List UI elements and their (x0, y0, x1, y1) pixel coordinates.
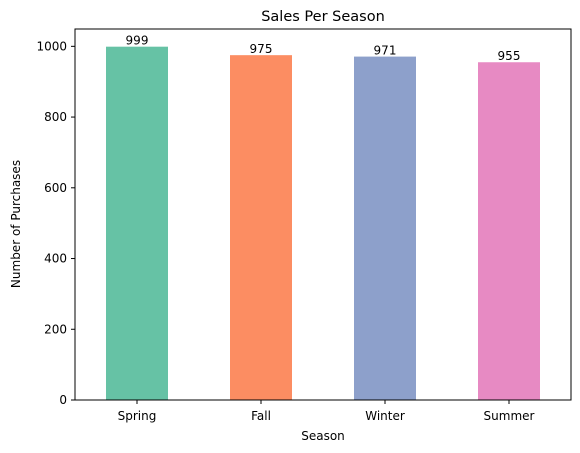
data-label-summer: 955 (498, 49, 521, 63)
bar-summer (478, 62, 540, 400)
data-label-winter: 971 (374, 44, 397, 58)
data-label-fall: 975 (250, 42, 273, 56)
bars-group (106, 46, 540, 401)
y-tick-label-800: 800 (44, 110, 67, 124)
x-tick-label-spring: Spring (118, 409, 157, 423)
data-labels-group: 999 975 971 955 (126, 34, 521, 64)
bar-fall (230, 55, 292, 400)
plot-frame (74, 28, 572, 401)
x-tick-label-winter: Winter (365, 409, 405, 423)
y-tick-label-400: 400 (44, 252, 67, 266)
x-axis-label: Season (301, 429, 345, 443)
y-tick-label-1000: 1000 (36, 39, 67, 53)
x-axis: Spring Fall Winter Summer (118, 400, 535, 423)
chart-title: Sales Per Season (261, 9, 385, 25)
y-tick-label-600: 600 (44, 181, 67, 195)
x-tick-label-summer: Summer (484, 409, 535, 423)
y-tick-label-0: 0 (59, 393, 67, 407)
data-label-spring: 999 (126, 34, 149, 48)
bar-winter (354, 56, 416, 400)
y-tick-label-200: 200 (44, 322, 67, 336)
y-axis-label: Number of Purchases (9, 160, 23, 288)
x-tick-label-fall: Fall (251, 409, 271, 423)
y-axis: 0 200 400 600 800 1000 (36, 39, 75, 407)
bar-spring (106, 46, 168, 401)
